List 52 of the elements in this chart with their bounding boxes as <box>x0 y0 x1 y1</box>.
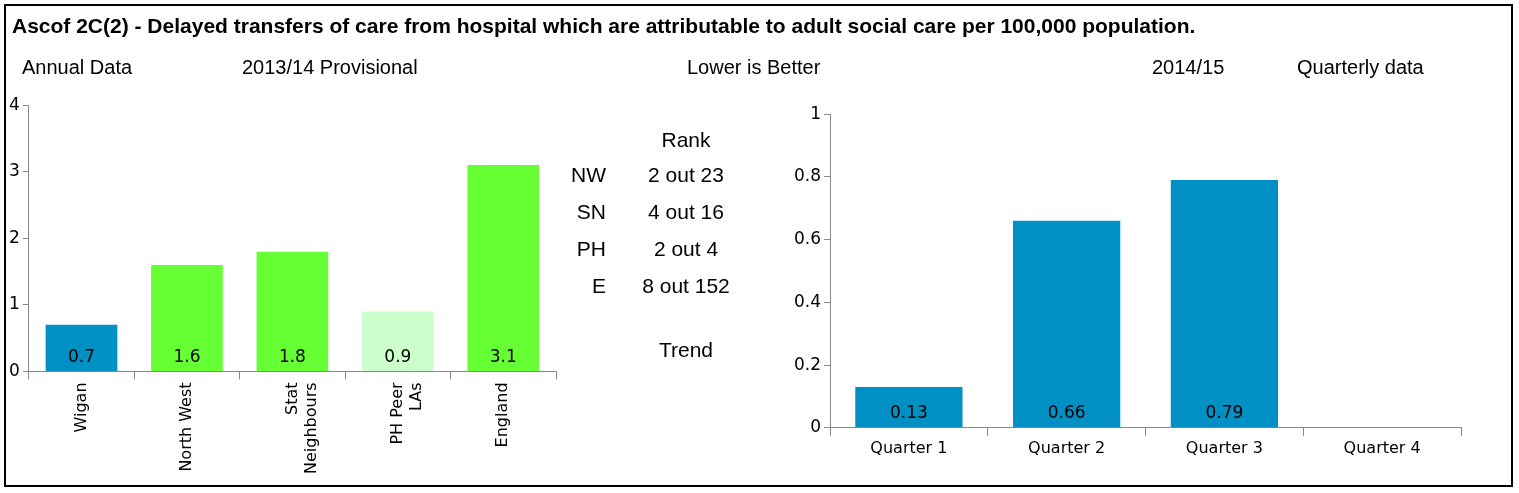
text: SN <box>575 199 606 224</box>
x-tick-label: Quarter 4 <box>1343 437 1421 457</box>
text: Ascof 2C(2) - Delayed transfers of care from hospital which are attributable to adult social care per 100,000 population. <box>12 14 1196 38</box>
y-tick-label: 3 <box>8 160 20 181</box>
bar <box>151 264 223 371</box>
bar <box>256 251 329 371</box>
x-tick-label: PH Peer LAs <box>387 382 426 445</box>
text: NW <box>570 162 606 187</box>
bar <box>1170 180 1279 428</box>
data-label: 1.6 <box>173 345 201 366</box>
y-tick-label: 1 <box>810 102 822 123</box>
x-tick-label: Quarter 2 <box>1028 437 1106 457</box>
data-label: 3.1 <box>489 345 517 366</box>
bar <box>467 165 540 371</box>
data-label: 0.9 <box>384 345 412 366</box>
y-tick-label: 2 <box>8 226 20 247</box>
x-tick-label: England <box>492 382 512 448</box>
x-tick-label: Quarter 3 <box>1185 437 1263 457</box>
text: 2 out 23 <box>647 162 725 187</box>
bar <box>362 311 434 371</box>
text: 2013/14 Provisional <box>242 56 418 79</box>
y-tick-label: 0.2 <box>793 353 822 374</box>
x-tick-label: Wigan <box>70 382 90 433</box>
x-tick-label: North West <box>176 382 196 472</box>
x-tick-label: Stat Neighbours <box>281 382 320 475</box>
text: Annual Data <box>22 56 133 79</box>
y-tick-label: 4 <box>8 93 20 114</box>
text: Lower is Better <box>687 56 821 79</box>
text: 8 out 152 <box>641 273 731 298</box>
y-tick-label: 0.4 <box>793 290 822 311</box>
bar <box>1013 220 1121 428</box>
y-tick-label: 1 <box>8 293 20 314</box>
x-tick-label: Quarter 1 <box>870 437 948 457</box>
data-label: 0.79 <box>1205 402 1244 423</box>
y-tick-label: 0.8 <box>793 165 822 186</box>
text: 2 out 4 <box>652 236 720 261</box>
text: Quarterly data <box>1297 56 1424 79</box>
bar <box>855 387 963 428</box>
data-label: 1.8 <box>278 345 306 366</box>
text: Rank <box>660 128 712 152</box>
text: Trend <box>657 338 715 362</box>
y-tick-label: 0 <box>810 416 822 437</box>
y-tick-label: 0.6 <box>793 228 822 249</box>
text: E <box>591 273 606 298</box>
data-label: 0.7 <box>68 345 96 366</box>
data-label: 0.66 <box>1047 402 1086 423</box>
text: 2014/15 <box>1152 56 1225 79</box>
text: PH <box>575 236 606 261</box>
y-tick-label: 0 <box>8 359 20 380</box>
text: 4 out 16 <box>647 199 725 224</box>
data-label: 0.13 <box>889 402 928 423</box>
bar <box>45 324 118 371</box>
